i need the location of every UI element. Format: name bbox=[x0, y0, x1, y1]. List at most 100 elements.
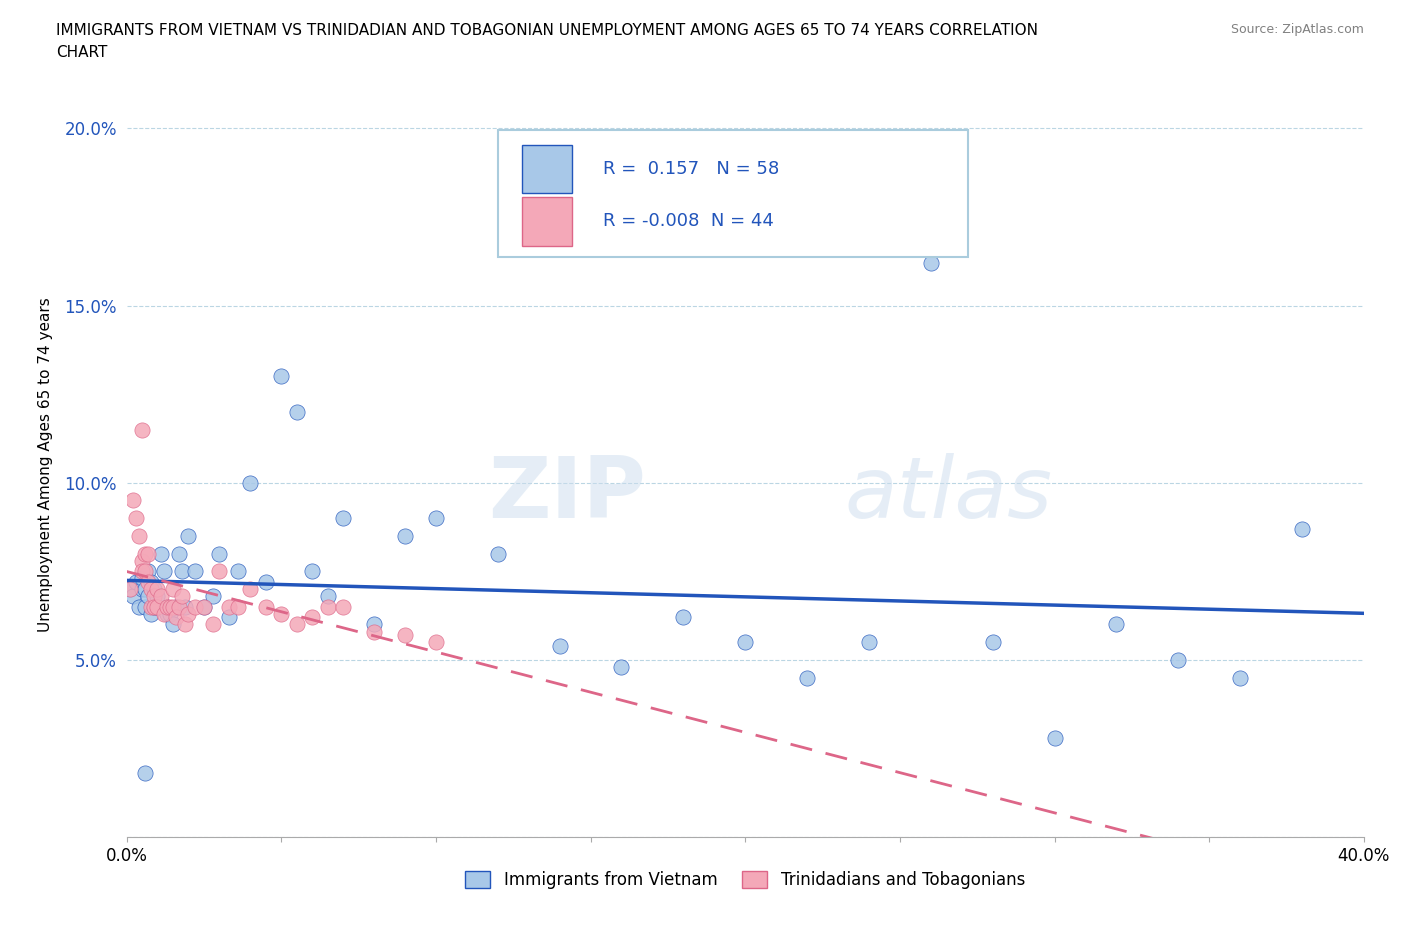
Point bbox=[146, 581, 169, 596]
Point bbox=[981, 634, 1004, 649]
Point bbox=[143, 599, 166, 614]
Point bbox=[152, 606, 174, 621]
Point bbox=[285, 405, 308, 419]
Text: Source: ZipAtlas.com: Source: ZipAtlas.com bbox=[1230, 23, 1364, 36]
Point bbox=[149, 546, 172, 561]
Point bbox=[363, 624, 385, 639]
Point bbox=[156, 606, 179, 621]
Point bbox=[162, 599, 184, 614]
Point bbox=[118, 581, 141, 596]
Point bbox=[134, 546, 156, 561]
Point bbox=[134, 581, 156, 596]
Point bbox=[1291, 522, 1313, 537]
Point bbox=[425, 511, 447, 525]
Point bbox=[1043, 730, 1066, 745]
Point bbox=[1167, 653, 1189, 668]
Point bbox=[425, 634, 447, 649]
Point bbox=[218, 599, 240, 614]
Point bbox=[610, 659, 633, 674]
Text: R = -0.008  N = 44: R = -0.008 N = 44 bbox=[603, 212, 773, 230]
Point bbox=[202, 617, 225, 631]
Point bbox=[172, 564, 194, 578]
Point bbox=[486, 546, 509, 561]
Point bbox=[128, 528, 150, 543]
Text: atlas: atlas bbox=[844, 453, 1052, 537]
Bar bbox=[523, 197, 572, 246]
Point bbox=[193, 599, 215, 614]
Point bbox=[1229, 671, 1251, 685]
Point bbox=[136, 564, 159, 578]
Point bbox=[134, 765, 156, 780]
Point bbox=[548, 638, 571, 653]
Point bbox=[141, 581, 163, 596]
Point bbox=[121, 493, 143, 508]
Point bbox=[301, 564, 323, 578]
Point bbox=[167, 546, 190, 561]
Point bbox=[141, 606, 163, 621]
Point bbox=[136, 546, 159, 561]
Point bbox=[226, 599, 249, 614]
Point bbox=[218, 610, 240, 625]
Point bbox=[285, 617, 308, 631]
Point bbox=[270, 606, 292, 621]
Point bbox=[159, 606, 181, 621]
Point bbox=[121, 589, 143, 604]
Point bbox=[156, 599, 179, 614]
Point bbox=[208, 546, 231, 561]
Point bbox=[734, 634, 756, 649]
Y-axis label: Unemployment Among Ages 65 to 74 years: Unemployment Among Ages 65 to 74 years bbox=[38, 298, 53, 632]
Bar bbox=[498, 130, 967, 257]
Point bbox=[125, 511, 148, 525]
Point bbox=[167, 599, 190, 614]
Point bbox=[136, 575, 159, 590]
Point bbox=[1105, 617, 1128, 631]
Point bbox=[162, 581, 184, 596]
Point bbox=[174, 617, 197, 631]
Point bbox=[136, 589, 159, 604]
Point bbox=[162, 617, 184, 631]
Point bbox=[134, 564, 156, 578]
Point bbox=[165, 599, 187, 614]
Point bbox=[141, 575, 163, 590]
Point bbox=[159, 599, 181, 614]
Point bbox=[239, 475, 262, 490]
Point bbox=[183, 599, 205, 614]
Point bbox=[131, 571, 153, 586]
Point bbox=[143, 581, 166, 596]
Point bbox=[363, 617, 385, 631]
Point bbox=[152, 564, 174, 578]
Point bbox=[316, 589, 339, 604]
Point bbox=[270, 369, 292, 384]
Point bbox=[193, 599, 215, 614]
Text: CHART: CHART bbox=[56, 45, 108, 60]
Point bbox=[128, 599, 150, 614]
Point bbox=[131, 564, 153, 578]
Point bbox=[316, 599, 339, 614]
Point bbox=[301, 610, 323, 625]
Point bbox=[672, 610, 695, 625]
Point bbox=[332, 511, 354, 525]
Point bbox=[177, 606, 200, 621]
Point bbox=[146, 589, 169, 604]
Point bbox=[858, 634, 880, 649]
Text: IMMIGRANTS FROM VIETNAM VS TRINIDADIAN AND TOBAGONIAN UNEMPLOYMENT AMONG AGES 65: IMMIGRANTS FROM VIETNAM VS TRINIDADIAN A… bbox=[56, 23, 1038, 38]
Point bbox=[125, 575, 148, 590]
Point bbox=[131, 422, 153, 437]
Point bbox=[143, 589, 166, 604]
Bar bbox=[523, 145, 572, 193]
Point bbox=[118, 581, 141, 596]
Point bbox=[332, 599, 354, 614]
Point bbox=[254, 599, 277, 614]
Point bbox=[920, 256, 942, 271]
Point bbox=[146, 599, 169, 614]
Text: ZIP: ZIP bbox=[488, 453, 647, 537]
Point bbox=[131, 553, 153, 568]
Point bbox=[394, 628, 416, 643]
Point bbox=[183, 564, 205, 578]
Point bbox=[156, 599, 179, 614]
Point bbox=[254, 575, 277, 590]
Point bbox=[202, 589, 225, 604]
Point bbox=[172, 589, 194, 604]
Point bbox=[177, 528, 200, 543]
Point bbox=[149, 589, 172, 604]
